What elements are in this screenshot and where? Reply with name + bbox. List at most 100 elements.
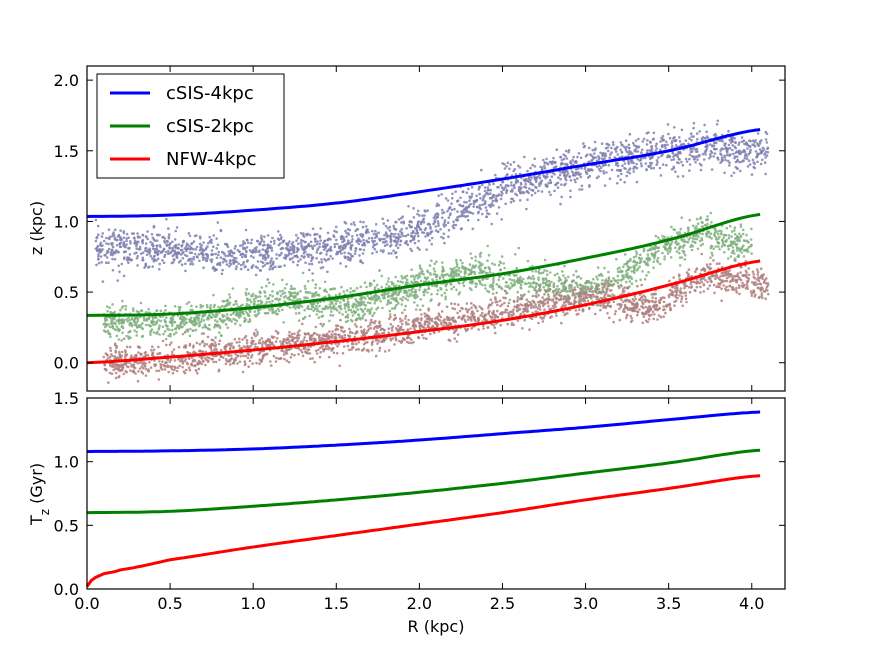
scatter-point (728, 161, 731, 165)
scatter-point (633, 271, 636, 275)
scatter-point (394, 220, 398, 224)
scatter-point (259, 240, 263, 244)
scatter-point (354, 247, 358, 250)
scatter-point (627, 161, 630, 164)
scatter-point (158, 268, 161, 271)
scatter-point (401, 322, 404, 326)
scatter-point (126, 258, 129, 262)
scatter-point (306, 279, 310, 283)
scatter-point (701, 232, 704, 236)
scatter-point (706, 144, 709, 147)
scatter-point (515, 266, 519, 270)
scatter-point (295, 233, 298, 237)
scatter-point (170, 328, 174, 332)
scatter-point (99, 255, 103, 258)
scatter-point (253, 300, 256, 303)
scatter-point (215, 256, 219, 260)
scatter-point (328, 319, 331, 323)
scatter-point (245, 260, 249, 263)
scatter-point (97, 257, 100, 261)
scatter-point (724, 158, 727, 162)
scatter-point (679, 227, 682, 231)
scatter-point (337, 250, 341, 253)
scatter-point (646, 258, 649, 261)
scatter-point (563, 289, 566, 293)
scatter-point (658, 166, 662, 170)
scatter-point (361, 252, 365, 255)
scatter-point (190, 242, 194, 245)
scatter-point (104, 261, 108, 265)
scatter-point (318, 287, 322, 290)
scatter-point (239, 244, 242, 247)
scatter-point (552, 166, 556, 170)
scatter-point (369, 301, 372, 305)
scatter-point (740, 160, 743, 164)
scatter-point (281, 241, 285, 244)
scatter-point (177, 305, 181, 309)
scatter-point (623, 162, 627, 165)
scatter-point (136, 379, 140, 383)
scatter-point (627, 143, 631, 147)
scatter-point (363, 281, 367, 285)
scatter-point (629, 151, 633, 154)
scatter-point (101, 232, 104, 235)
scatter-point (317, 316, 321, 319)
scatter-point (333, 287, 337, 291)
scatter-point (394, 244, 398, 247)
scatter-point (523, 155, 526, 159)
scatter-point (668, 155, 671, 158)
scatter-point (646, 139, 649, 142)
scatter-point (128, 330, 132, 334)
scatter-point (253, 345, 257, 349)
scatter-point (597, 175, 600, 178)
scatter-point (151, 317, 155, 320)
scatter-point (188, 234, 192, 238)
scatter-point (340, 252, 343, 255)
scatter-point (208, 323, 211, 327)
scatter-point (172, 260, 175, 264)
scatter-point (492, 182, 495, 186)
scatter-point (628, 167, 632, 170)
scatter-point (525, 190, 528, 193)
scatter-point (499, 268, 502, 272)
scatter-point (441, 216, 444, 220)
scatter-point (410, 249, 414, 253)
scatter-point (554, 183, 557, 187)
scatter-point (342, 299, 346, 303)
scatter-point (579, 156, 583, 160)
scatter-point (644, 162, 648, 165)
scatter-point (592, 295, 596, 298)
scatter-point (370, 298, 373, 301)
scatter-point (738, 232, 741, 236)
scatter-point (232, 261, 235, 264)
scatter-point (716, 276, 719, 279)
scatter-point (741, 232, 745, 236)
scatter-point (353, 252, 357, 255)
scatter-point (539, 180, 542, 184)
scatter-point (372, 232, 376, 236)
scatter-point (753, 162, 756, 165)
scatter-point (738, 141, 741, 144)
scatter-point (308, 352, 312, 355)
scatter-point (446, 221, 450, 224)
scatter-point (654, 234, 658, 238)
scatter-point (381, 241, 385, 244)
scatter-point (408, 294, 412, 297)
scatter-point (133, 329, 136, 332)
scatter-point (484, 192, 488, 195)
scatter-point (608, 156, 611, 159)
scatter-point (709, 149, 713, 153)
scatter-point (303, 308, 306, 312)
scatter-point (214, 252, 217, 256)
scatter-point (293, 291, 297, 295)
scatter-point (361, 235, 364, 239)
scatter-point (261, 261, 265, 265)
scatter-point (717, 285, 720, 289)
scatter-point (228, 319, 231, 322)
scatter-point (97, 261, 101, 265)
scatter-point (315, 257, 319, 260)
scatter-point (713, 231, 717, 234)
scatter-point (549, 298, 552, 301)
scatter-point (258, 295, 262, 298)
scatter-point (715, 238, 718, 241)
